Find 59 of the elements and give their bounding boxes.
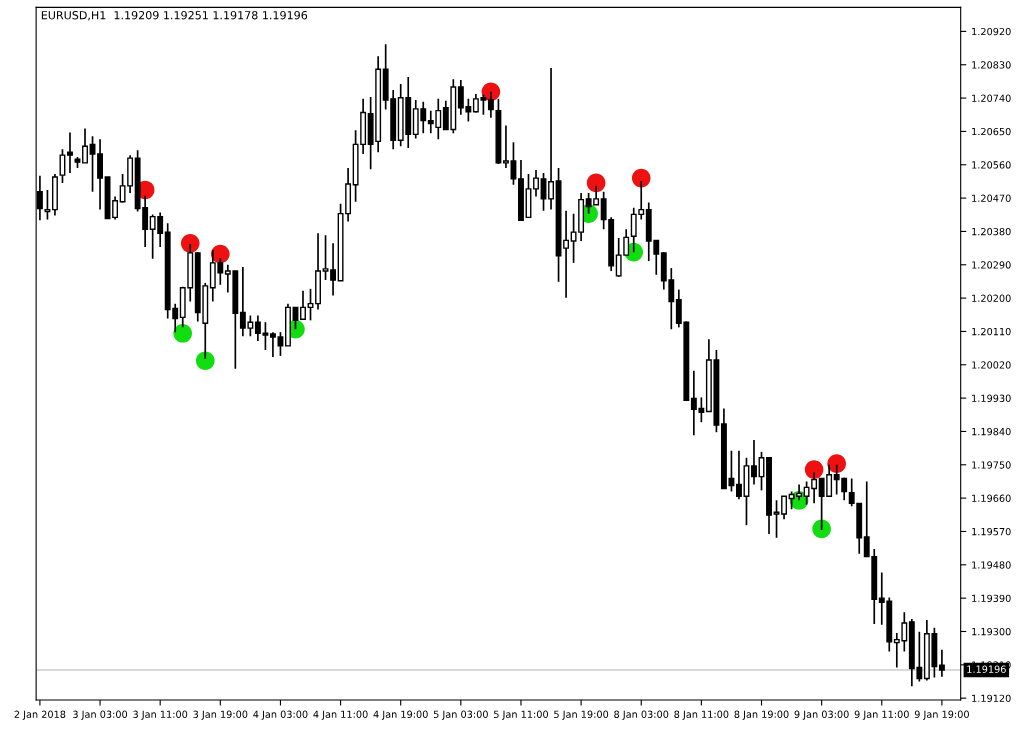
y-tick-label: 1.19660 [972,494,1011,502]
candlestick [300,289,306,321]
x-tick-label: 8 Jan 11:00 [674,710,729,720]
y-tick-label: 1.19390 [972,594,1011,602]
x-tick-label: 4 Jan 19:00 [373,710,428,720]
y-tick-label: 1.20290 [972,261,1011,269]
x-tick-label: 3 Jan 03:00 [73,710,128,720]
x-tick-label: 3 Jan 11:00 [133,710,188,720]
point [173,323,193,343]
candlestick [548,67,554,211]
x-tick-label: 9 Jan 11:00 [854,710,909,720]
y-tick-label: 1.19750 [972,461,1011,469]
y-tick-label: 1.19480 [972,561,1011,569]
y-tick-label: 1.19120 [972,694,1011,702]
point [180,233,200,253]
x-tick-label: 4 Jan 03:00 [253,710,308,720]
y-tick-label: 1.19570 [972,527,1011,536]
y-tick-label: 1.20650 [972,127,1011,136]
x-tick-label: 5 Jan 11:00 [494,710,549,720]
y-tick-label: 1.20380 [972,227,1011,236]
y-tick-label: 1.20740 [972,94,1011,102]
candlestick [502,124,509,169]
candlestick [533,169,539,198]
point [586,173,606,193]
candlestick [736,449,742,501]
y-tick-label: 1.19930 [972,394,1011,402]
y-tick-label: 1.20110 [972,327,1011,336]
x-tick-label: 8 Jan 03:00 [614,710,669,720]
y-tick-label: 1.20020 [972,361,1011,369]
y-tick-label: 1.19840 [972,427,1011,436]
candlestick [510,141,517,186]
x-tick-label: 5 Jan 03:00 [433,710,488,720]
candlestick [487,90,494,119]
point [631,168,651,188]
y-tick-label: 1.20470 [972,194,1011,202]
candlestick [82,127,88,164]
candlestick [751,439,757,486]
point [804,460,824,479]
point [812,519,831,539]
candlestick [938,648,945,678]
y-tick-label: 1.20830 [972,61,1011,69]
y-tick-label: 1.20560 [972,161,1011,169]
x-tick-label: 3 Jan 19:00 [193,710,248,720]
candlestick [67,131,73,174]
y-tick-label: 1.19300 [972,627,1011,636]
candlestick [330,242,337,297]
candlestick [322,234,329,281]
candlestick [44,189,51,221]
x-tick-label: 8 Jan 19:00 [734,710,789,720]
y-tick-label: 1.20920 [972,27,1011,36]
x-tick-label: 5 Jan 19:00 [554,710,609,720]
x-tick-label: 9 Jan 19:00 [914,710,969,720]
x-tick-label: 4 Jan 11:00 [313,710,368,720]
x-tick-label: 9 Jan 03:00 [794,710,849,720]
chart-title: EURUSD,H1 1.19209 1.19251 1.19178 1.19196 [41,10,308,21]
point [195,351,215,371]
candlestick [781,495,788,521]
x-tick-label: 2 Jan 2018 [14,710,66,720]
y-tick-label: 1.20200 [972,294,1011,302]
